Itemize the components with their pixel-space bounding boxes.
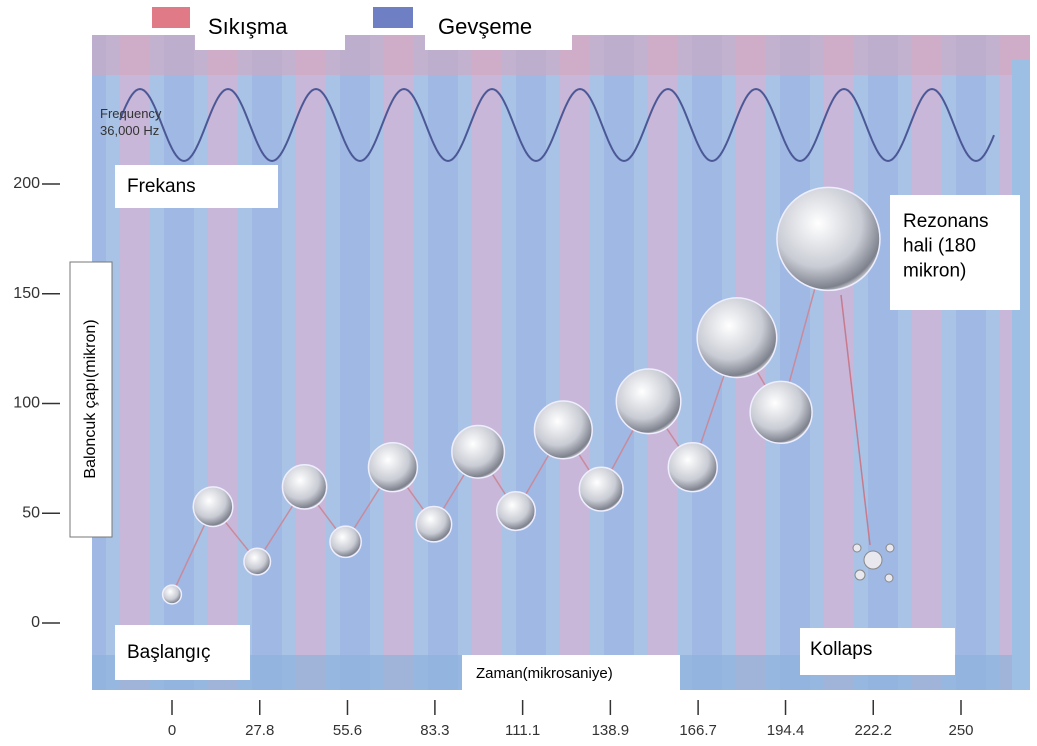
bubble — [750, 381, 812, 443]
bubble — [452, 426, 505, 479]
x-tick-label: 27.8 — [245, 722, 274, 739]
x-tick-label: 194.4 — [767, 722, 805, 739]
y-tick-label: 50 — [22, 504, 40, 521]
y-tick-label: 200 — [13, 175, 40, 192]
bubble — [282, 465, 326, 509]
bubble — [777, 187, 880, 290]
bubble — [668, 443, 717, 492]
x-tick-label: 138.9 — [592, 722, 630, 739]
legend-label: Gevşeme — [438, 14, 532, 39]
x-axis-label: Zaman(mikrosaniye) — [476, 665, 613, 682]
annotation: Başlangıç — [127, 642, 210, 663]
x-tick-label: 166.7 — [679, 722, 717, 739]
x-tick-label: 250 — [948, 722, 973, 739]
y-tick-label: 100 — [13, 395, 40, 412]
x-tick-label: 0 — [168, 722, 176, 739]
bubble — [497, 492, 536, 531]
bubble — [616, 369, 681, 434]
y-tick-label: 0 — [31, 614, 40, 631]
bubble — [416, 507, 451, 542]
bubble — [193, 487, 233, 527]
legend-swatch — [152, 7, 190, 28]
bubble — [163, 585, 182, 604]
x-tick-label: 55.6 — [333, 722, 362, 739]
y-axis-label: Baloncuk çapı(mikron) — [82, 319, 99, 478]
bubble — [368, 443, 417, 492]
tank — [92, 35, 1030, 690]
bubble — [330, 526, 361, 557]
bubble — [579, 467, 623, 511]
y-tick-label: 150 — [13, 285, 40, 302]
tank-side — [1012, 60, 1030, 690]
x-tick-label: 222.2 — [854, 722, 892, 739]
x-tick-label: 111.1 — [505, 722, 540, 739]
chart: Frequency36,000 Hz Sıkışma Gevşeme Freka… — [0, 0, 1037, 746]
bubble — [534, 401, 592, 459]
legend-swatch — [373, 7, 413, 28]
legend-label: Sıkışma — [208, 14, 288, 39]
bubble — [244, 548, 271, 575]
annotation: Frekans — [127, 176, 196, 197]
bubble — [697, 298, 777, 378]
annotation: Kollaps — [810, 639, 872, 660]
x-tick-label: 83.3 — [420, 722, 449, 739]
